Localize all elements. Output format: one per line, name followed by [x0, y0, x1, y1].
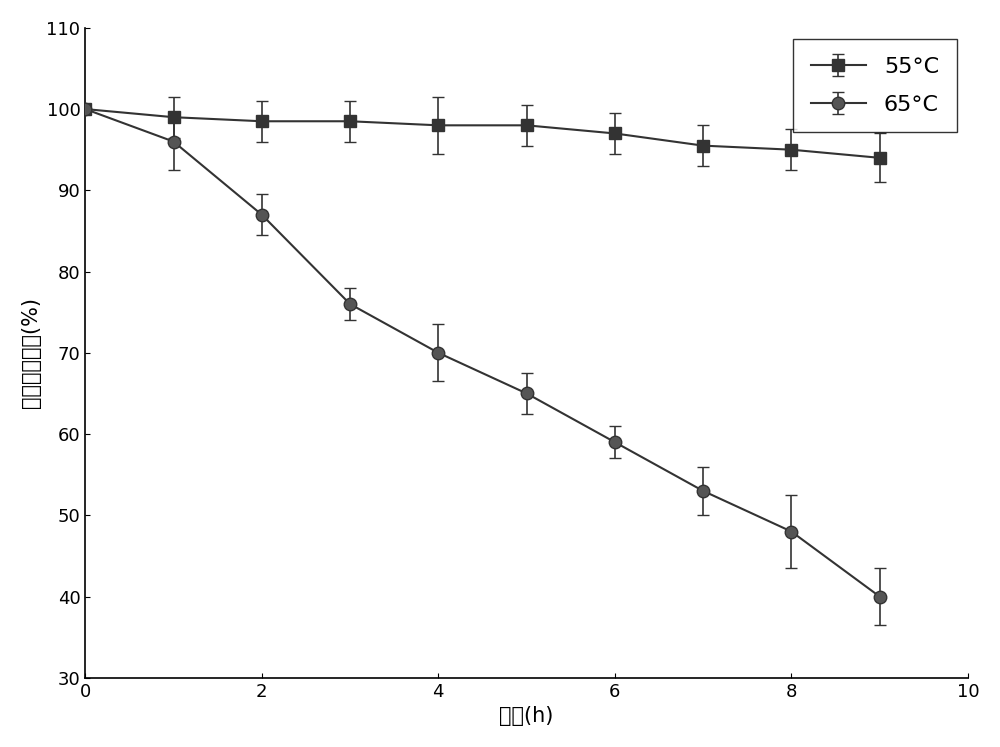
Y-axis label: 残存相对酶活(%): 残存相对酶活(%)	[21, 297, 41, 409]
Legend: 55°C, 65°C: 55°C, 65°C	[793, 39, 957, 132]
X-axis label: 时间(h): 时间(h)	[499, 706, 554, 726]
